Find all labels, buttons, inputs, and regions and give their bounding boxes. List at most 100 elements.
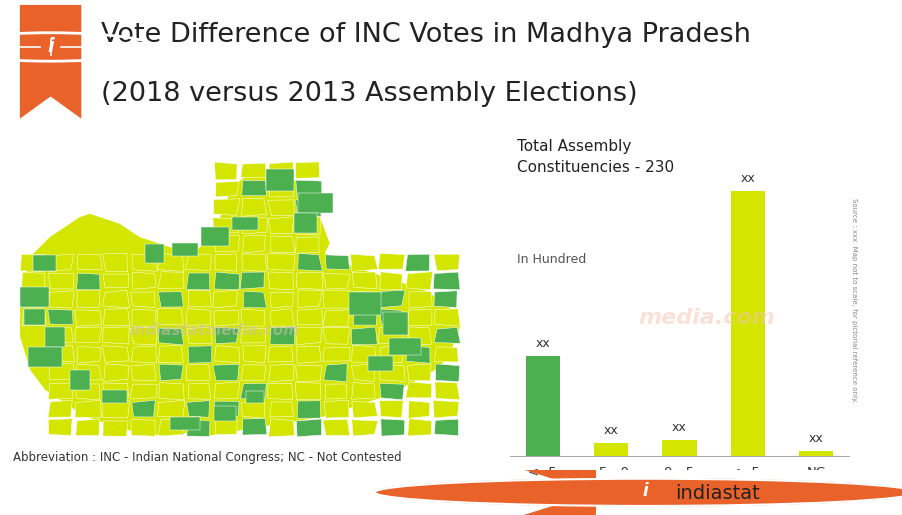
Polygon shape (104, 364, 128, 382)
Polygon shape (158, 419, 184, 436)
Polygon shape (243, 346, 266, 363)
Polygon shape (188, 346, 212, 363)
Text: indiastat: indiastat (675, 484, 759, 503)
Polygon shape (102, 290, 130, 308)
Polygon shape (48, 346, 75, 362)
Bar (730, 191, 764, 456)
Polygon shape (77, 347, 101, 363)
Polygon shape (50, 364, 74, 380)
Polygon shape (353, 310, 377, 325)
Polygon shape (170, 417, 200, 430)
Polygon shape (244, 291, 266, 308)
Polygon shape (351, 364, 375, 382)
Text: Total Assembly
Constituencies - 230: Total Assembly Constituencies - 230 (516, 139, 674, 175)
Polygon shape (434, 328, 460, 344)
Polygon shape (297, 346, 321, 364)
Polygon shape (48, 310, 73, 324)
Polygon shape (214, 272, 239, 289)
Polygon shape (354, 292, 377, 307)
Polygon shape (382, 312, 407, 335)
Polygon shape (33, 255, 56, 271)
Text: xx: xx (740, 172, 754, 185)
Polygon shape (159, 328, 184, 345)
Polygon shape (44, 327, 65, 347)
Polygon shape (406, 272, 432, 290)
Polygon shape (241, 198, 267, 216)
Polygon shape (131, 292, 155, 307)
Polygon shape (323, 364, 346, 382)
Polygon shape (131, 420, 155, 436)
Polygon shape (268, 217, 293, 234)
Polygon shape (241, 309, 264, 326)
Polygon shape (132, 254, 157, 271)
Polygon shape (380, 272, 401, 290)
Polygon shape (48, 401, 72, 417)
Polygon shape (352, 272, 376, 289)
Polygon shape (159, 383, 184, 400)
Polygon shape (323, 347, 350, 361)
Polygon shape (132, 309, 156, 326)
Text: xx: xx (535, 337, 549, 350)
Polygon shape (214, 310, 238, 326)
Polygon shape (158, 345, 183, 363)
Polygon shape (271, 308, 294, 326)
Polygon shape (267, 200, 294, 216)
Polygon shape (298, 193, 333, 213)
Polygon shape (69, 370, 89, 390)
Polygon shape (76, 419, 99, 436)
Polygon shape (242, 254, 266, 271)
Polygon shape (433, 272, 459, 290)
Polygon shape (405, 254, 429, 271)
Polygon shape (215, 328, 238, 344)
Polygon shape (352, 420, 377, 436)
Polygon shape (295, 237, 318, 253)
Polygon shape (49, 273, 74, 289)
Polygon shape (296, 272, 322, 289)
Polygon shape (22, 272, 44, 288)
Polygon shape (409, 291, 432, 308)
Polygon shape (21, 290, 47, 307)
Polygon shape (379, 309, 401, 325)
Polygon shape (297, 308, 322, 325)
Polygon shape (23, 309, 45, 324)
Text: xx: xx (808, 432, 823, 445)
Polygon shape (267, 253, 295, 270)
Polygon shape (75, 327, 102, 343)
Polygon shape (295, 327, 321, 345)
Polygon shape (378, 253, 404, 269)
Text: i: i (642, 482, 648, 500)
Polygon shape (323, 419, 349, 436)
Text: media.com: media.com (638, 308, 774, 329)
Polygon shape (75, 400, 101, 417)
Bar (594, 443, 628, 456)
Text: Source : xxx  Map not to scale, for pictorial reference only.: Source : xxx Map not to scale, for picto… (851, 198, 856, 402)
Text: xx: xx (603, 424, 618, 437)
Polygon shape (76, 365, 102, 380)
Polygon shape (595, 470, 902, 515)
Polygon shape (379, 401, 403, 418)
Polygon shape (187, 419, 210, 436)
Bar (525, 356, 559, 456)
Polygon shape (186, 365, 210, 381)
Polygon shape (268, 419, 294, 437)
Polygon shape (132, 400, 155, 417)
Polygon shape (187, 327, 212, 344)
Polygon shape (103, 309, 130, 325)
Polygon shape (433, 401, 458, 418)
Polygon shape (102, 390, 127, 403)
Polygon shape (240, 383, 266, 400)
Polygon shape (232, 217, 258, 230)
Polygon shape (102, 383, 128, 400)
Polygon shape (350, 254, 377, 271)
Polygon shape (243, 419, 267, 435)
Polygon shape (186, 308, 211, 325)
Polygon shape (213, 199, 239, 215)
Polygon shape (158, 272, 184, 288)
Polygon shape (241, 365, 265, 381)
Polygon shape (297, 401, 320, 418)
Polygon shape (325, 255, 349, 269)
Polygon shape (130, 327, 156, 345)
Text: i: i (47, 38, 54, 57)
Polygon shape (381, 419, 404, 436)
Polygon shape (103, 327, 129, 344)
